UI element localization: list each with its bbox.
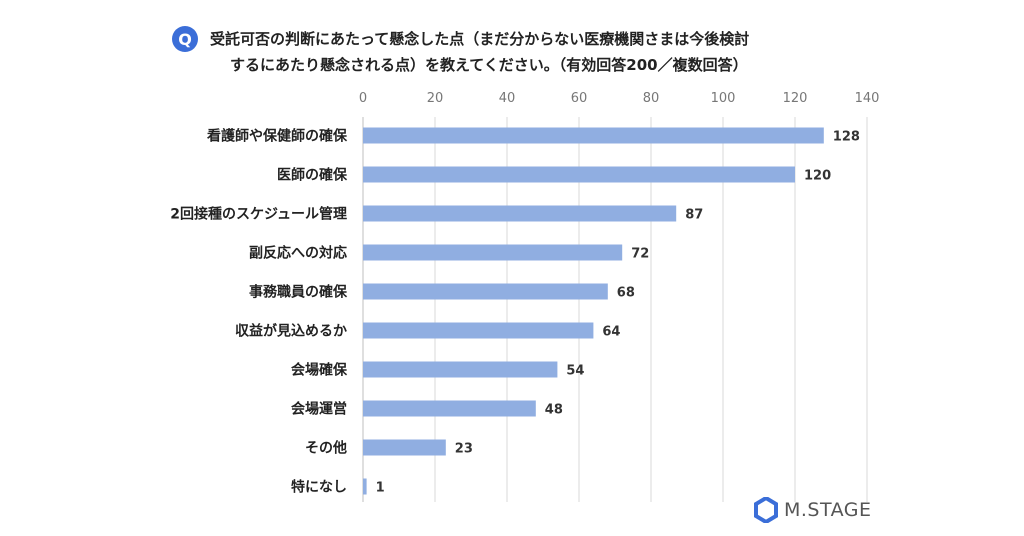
bar [363, 244, 623, 261]
data-label: 87 [685, 208, 703, 223]
question-text-line1: 受託可否の判断にあたって懸念した点（まだ分からない医療機関さまは今後検討 [210, 30, 750, 48]
category-label: 会場運営 [291, 401, 347, 418]
bar [363, 127, 824, 144]
brand-logo: M.STAGE [754, 497, 872, 523]
bar [363, 400, 536, 417]
data-label: 128 [833, 130, 860, 145]
category-label: 2回接種のスケジュール管理 [170, 206, 347, 223]
category-label: 会場確保 [291, 362, 348, 379]
question-text-line2: するにあたり懸念される点）を教えてください。（有効回答200／複数回答） [230, 56, 748, 74]
x-tick-label: 100 [711, 91, 736, 106]
category-label: 特になし [291, 479, 347, 496]
bar [363, 361, 558, 378]
category-label: 副反応への対応 [249, 245, 347, 262]
bar [363, 166, 795, 183]
category-label: 収益が見込めるか [235, 323, 347, 340]
x-tick-label: 0 [359, 91, 367, 106]
hexagon-logo-icon [754, 497, 778, 523]
data-label: 48 [545, 403, 563, 418]
question-badge: Q [172, 26, 198, 52]
data-label: 120 [804, 169, 831, 184]
question-header: Q 受託可否の判断にあたって懸念した点（まだ分からない医療機関さまは今後検討 す… [172, 24, 872, 76]
data-label: 72 [631, 247, 649, 262]
x-tick-label: 80 [643, 91, 660, 106]
category-label: その他 [305, 440, 347, 457]
x-tick-label: 40 [499, 91, 516, 106]
x-tick-label: 20 [427, 91, 444, 106]
bar [363, 322, 594, 339]
data-label: 64 [602, 325, 620, 340]
brand-name: M.STAGE [784, 499, 872, 521]
x-tick-label: 120 [783, 91, 808, 106]
category-label: 看護師や保健師の確保 [206, 128, 348, 145]
data-label: 68 [617, 286, 635, 301]
data-label: 1 [376, 481, 385, 496]
bar [363, 478, 367, 495]
x-tick-label: 140 [855, 91, 880, 106]
bar [363, 283, 608, 300]
data-label: 54 [566, 364, 584, 379]
bar [363, 439, 446, 456]
bar [363, 205, 677, 222]
category-label: 事務職員の確保 [249, 284, 348, 301]
x-tick-label: 60 [571, 91, 588, 106]
data-label: 23 [455, 442, 473, 457]
category-label: 医師の確保 [277, 167, 348, 184]
